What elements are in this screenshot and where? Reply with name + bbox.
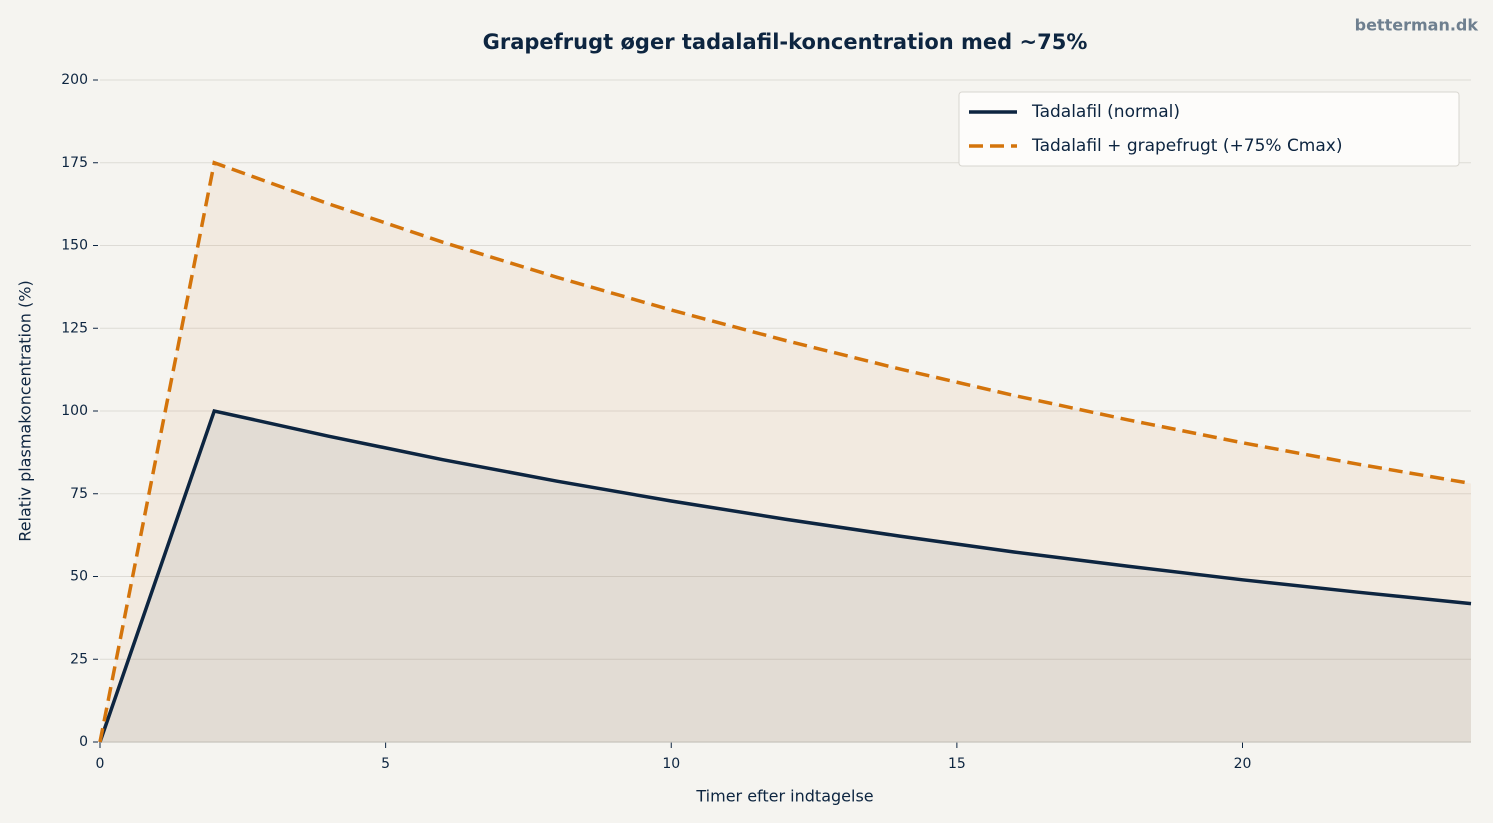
area	[100, 162, 1471, 742]
y-tick-label: 125	[61, 320, 88, 336]
x-tick-label: 5	[381, 756, 390, 772]
y-tick-label: 150	[61, 238, 88, 254]
y-tick-label: 50	[70, 569, 88, 585]
area	[100, 411, 1471, 742]
chart-title: Grapefrugt øger tadalafil-koncentration …	[483, 30, 1088, 54]
line	[98, 160, 1472, 743]
x-tick-label: 15	[948, 756, 966, 772]
x-tick-label: 20	[1234, 756, 1252, 772]
x-tick-label: 0	[96, 756, 105, 772]
x-axis-label: Timer efter indtagelse	[695, 787, 873, 806]
y-tick-label: 100	[61, 403, 88, 419]
y-tick-label: 25	[70, 651, 88, 667]
y-tick-label: 175	[61, 155, 88, 171]
y-axis-label: Relativ plasmakoncentration (%)	[16, 280, 35, 541]
watermark: betterman.dk	[1355, 16, 1479, 35]
line	[98, 408, 1472, 743]
legend-label: Tadalafil + grapefrugt (+75% Cmax)	[1031, 136, 1342, 156]
y-tick-label: 200	[61, 72, 88, 88]
y-tick-label: 0	[79, 734, 88, 750]
y-tick-label: 75	[70, 486, 88, 502]
x-tick-label: 10	[662, 756, 680, 772]
legend-box	[958, 91, 1460, 167]
legend-label: Tadalafil (normal)	[1031, 102, 1180, 122]
